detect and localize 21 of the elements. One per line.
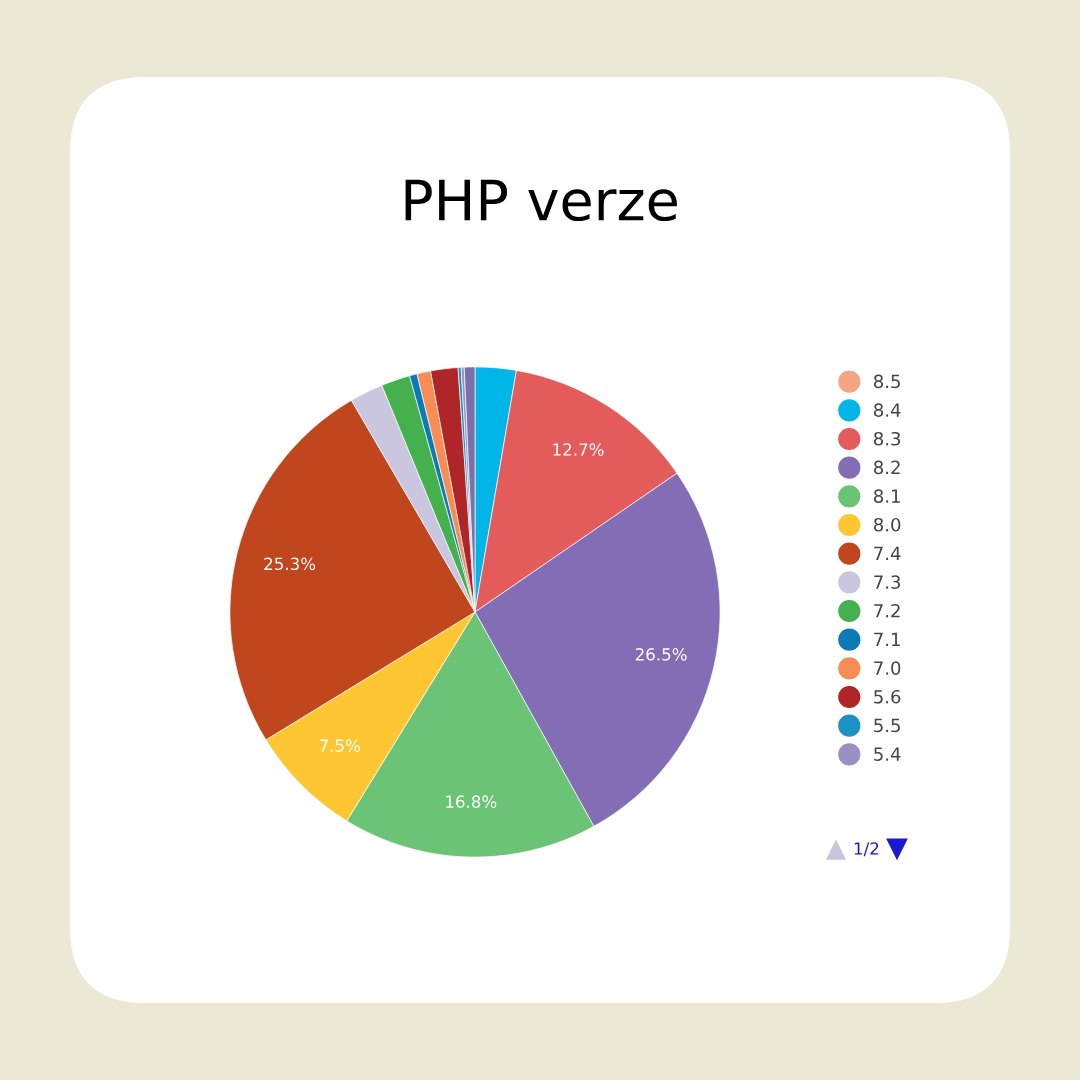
data-label: 7.5% [319,739,360,752]
chart-title: PHP verze [405,179,677,222]
legend-label: 5.5 [874,718,900,733]
legend-label: 5.4 [874,747,901,761]
legend-label: 5.6 [874,689,901,704]
data-label: 25.3% [264,557,316,571]
legend-label: 7.4 [874,546,901,560]
legend-label: 8.1 [874,489,900,503]
legend-label: 8.3 [874,431,901,446]
data-label: 26.5% [635,648,687,661]
legend-label: 7.0 [874,661,901,675]
legend-label: 7.3 [874,575,901,589]
text: 1/2 [854,842,879,857]
legend-label: 8.5 [874,374,900,389]
legend-label: 8.2 [874,460,900,475]
legend-label: 8.0 [874,517,901,532]
data-label: 12.7% [553,443,604,456]
legend-label: 7.2 [874,603,900,618]
data-label: 16.8% [446,795,497,808]
legend-label: 7.1 [874,632,900,646]
legend-label: 8.4 [874,403,901,417]
